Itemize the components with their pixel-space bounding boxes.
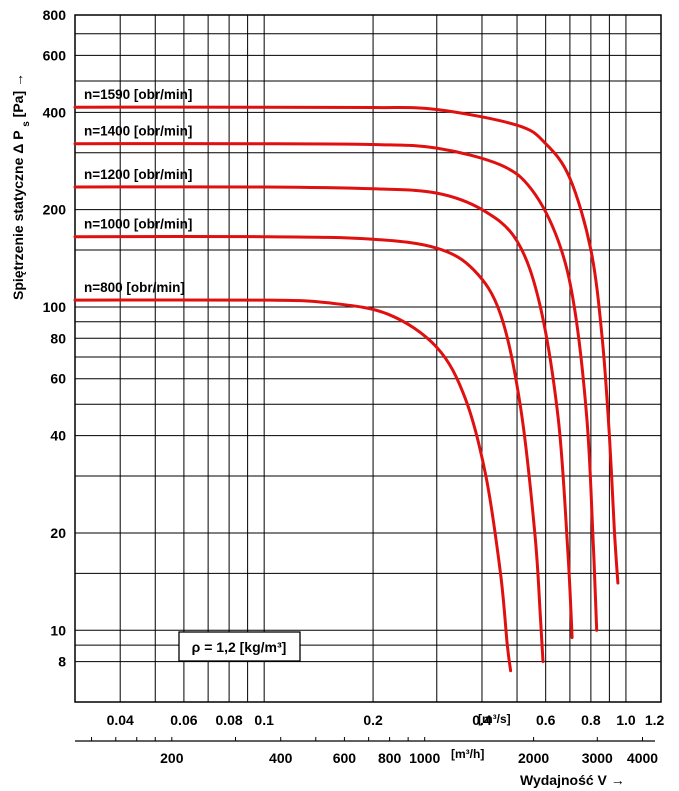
y-tick-label: 200 <box>43 202 67 218</box>
grid <box>74 14 662 703</box>
unit-m3s: [m³/s] <box>478 712 511 726</box>
curve-label: n=1400 [obr/min] <box>84 124 192 139</box>
curve-label: n=1200 [obr/min] <box>84 167 192 182</box>
y-tick-label: 60 <box>50 371 66 387</box>
y-tick-label: 600 <box>43 47 67 63</box>
x-axis-title: Wydajność V → <box>520 772 625 788</box>
y-tick-label: 400 <box>43 104 67 120</box>
x-tick-label-m3h: 3000 <box>582 750 613 766</box>
fan-curve <box>73 298 513 673</box>
x-tick-label-m3h: 2000 <box>518 750 549 766</box>
curve-label: n=1000 [obr/min] <box>84 217 192 232</box>
x-tick-label-m3s: 0.08 <box>215 712 242 728</box>
x-tick-label-m3h: 1000 <box>409 750 440 766</box>
density-box <box>178 631 301 662</box>
y-tick-label: 8 <box>58 654 66 670</box>
density-note: ρ = 1,2 [kg/m³] <box>192 639 287 655</box>
x-tick-label-m3s: 1.0 <box>616 712 636 728</box>
fan-curve <box>73 105 620 585</box>
x-tick-label-m3s: 0.1 <box>254 712 274 728</box>
x-tick-label-m3s: 0.4 <box>472 712 492 728</box>
curve-label: n=1590 [obr/min] <box>84 87 192 102</box>
annotations: [m³/s] [m³/h] Wydajność V → Spiętrzenie sta… <box>10 73 625 788</box>
x-tick-label-m3h: 200 <box>160 750 184 766</box>
y-tick-label: 10 <box>50 622 66 638</box>
x-tick-label-m3s: 0.8 <box>581 712 601 728</box>
x-tick-label-m3s: 1.2 <box>645 712 665 728</box>
x-tick-label-m3h: 800 <box>378 750 402 766</box>
x-tick-label-m3h: 4000 <box>627 750 658 766</box>
x-tick-label-m3h: 600 <box>333 750 357 766</box>
fan-curve <box>73 185 574 639</box>
fan-curves <box>73 105 620 673</box>
fan-curve <box>73 234 545 664</box>
y-tick-label: 800 <box>43 7 67 23</box>
curve-label: n=800 [obr/min] <box>84 280 185 295</box>
y-axis-title: Spiętrzenie statyczne Δ P s [Pa] → <box>10 73 32 300</box>
unit-m3h: [m³/h] <box>451 747 484 761</box>
y-tick-label: 40 <box>50 428 66 444</box>
x-tick-label-m3s: 0.06 <box>170 712 197 728</box>
x-tick-label-m3s: 0.04 <box>107 712 134 728</box>
y-tick-label: 100 <box>43 299 67 315</box>
plot-frame <box>74 14 662 703</box>
y-tick-label: 20 <box>50 525 66 541</box>
tick-labels: 800 600 400 200 100 80 60 40 20 10 8 0.04 0.06 0.08 0.… <box>43 7 665 766</box>
x-tick-label-m3h: 400 <box>269 750 293 766</box>
x-tick-label-m3s: 0.6 <box>536 712 556 728</box>
fan-curve <box>73 142 599 632</box>
x-tick-label-m3s: 0.2 <box>363 712 383 728</box>
y-tick-label: 80 <box>50 330 66 346</box>
curve-labels: n=1590 [obr/min] n=1400 [obr/min] n=1200 [… <box>84 87 192 295</box>
